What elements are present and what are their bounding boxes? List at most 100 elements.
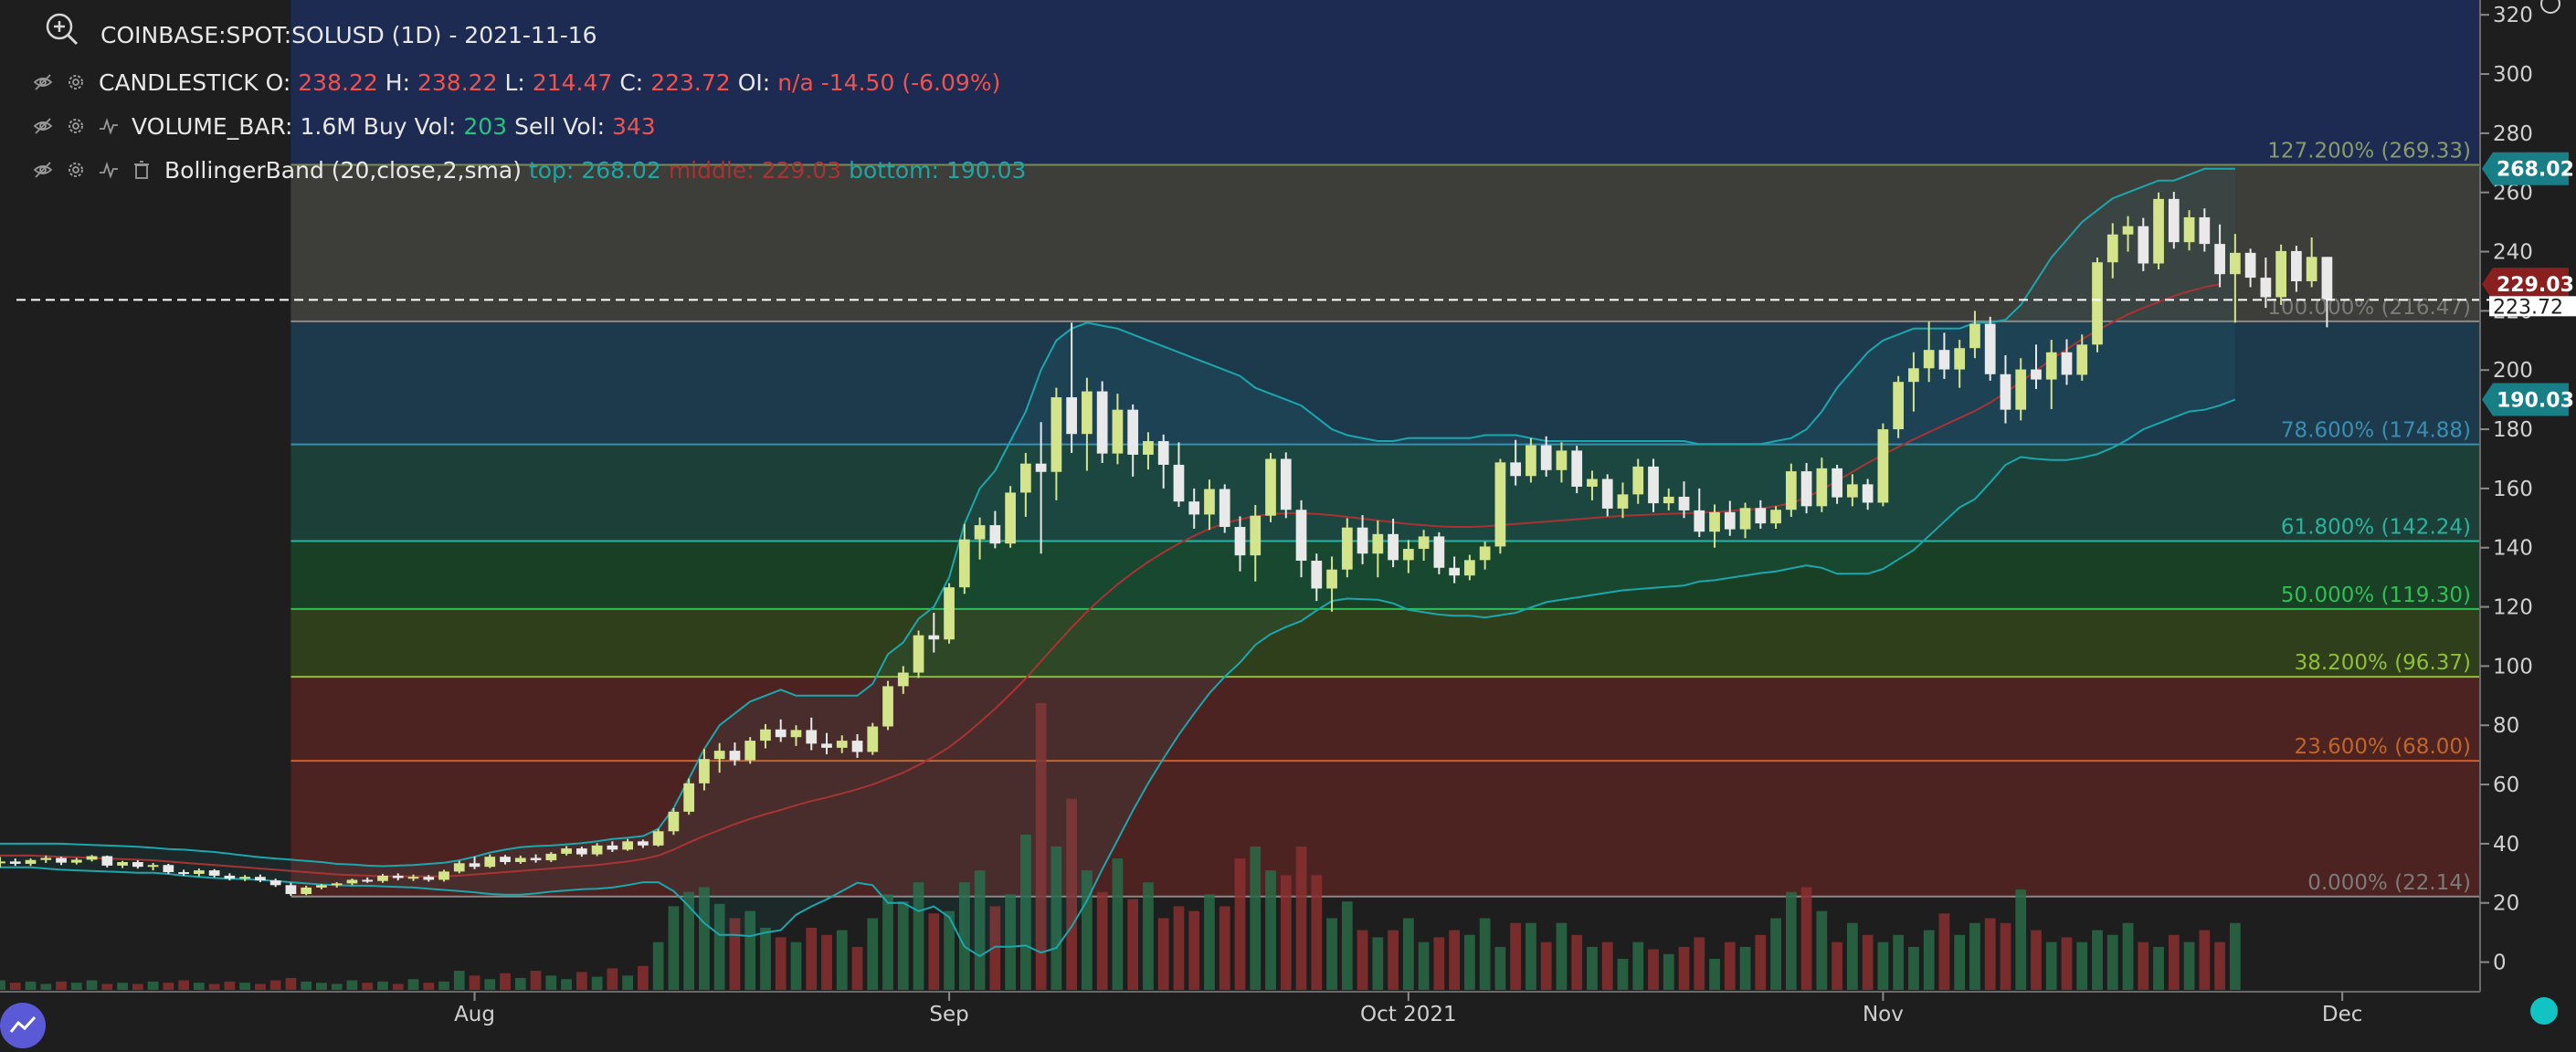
- volume-bar: [423, 983, 435, 990]
- trash-icon[interactable]: [132, 160, 152, 180]
- candle: [2106, 223, 2118, 279]
- candle: [729, 742, 741, 766]
- candle: [1709, 504, 1720, 548]
- candle-body: [392, 875, 404, 878]
- candle-body: [1418, 536, 1430, 550]
- candle: [2168, 192, 2180, 249]
- candle: [2092, 258, 2103, 352]
- candle: [1433, 531, 1445, 574]
- y-tick-label: 320: [2493, 4, 2533, 27]
- candle-body: [2061, 352, 2073, 375]
- candle-body: [1464, 560, 1475, 576]
- settings-gear-icon[interactable]: [2540, 0, 2560, 14]
- zoom-in-icon[interactable]: [44, 11, 80, 47]
- candle: [638, 839, 649, 848]
- candle-body: [2321, 257, 2333, 300]
- candle: [1402, 540, 1414, 573]
- candle: [316, 883, 327, 889]
- price-axis: 0204060801001201401601802002202402602803…: [2480, 4, 2533, 975]
- volume-bar: [790, 942, 802, 990]
- candle-body: [1678, 496, 1690, 510]
- candle-body: [2275, 250, 2286, 298]
- volume-bar: [944, 910, 955, 990]
- fib-zone: [290, 541, 2480, 609]
- candle-body: [1632, 466, 1644, 495]
- symbol-title-row: COINBASE:SPOT:SOLUSD (1D) - 2021-11-16: [100, 16, 605, 53]
- candle-body: [2168, 198, 2180, 243]
- candle: [2214, 224, 2225, 288]
- candle: [1832, 464, 1842, 504]
- volume-bar: [285, 977, 297, 990]
- gear-icon[interactable]: [66, 116, 86, 136]
- high-value: 238.22: [417, 68, 498, 96]
- candle: [2321, 257, 2333, 328]
- volume-bar: [1372, 937, 1384, 990]
- chart-menu-button[interactable]: [0, 1003, 46, 1048]
- candle: [9, 858, 21, 867]
- indicator-wave-icon: [99, 116, 119, 136]
- volume-bar: [851, 946, 863, 990]
- legend-bollinger: BollingerBand (20,close,2,sma) top: 268.…: [33, 152, 1033, 188]
- volume-bar: [1587, 946, 1598, 990]
- volume-bar: [2214, 942, 2225, 990]
- low-label: L:: [504, 68, 525, 96]
- volume-bar: [1648, 949, 1659, 990]
- oi-label: OI:: [737, 68, 771, 96]
- gear-icon[interactable]: [66, 72, 86, 92]
- candle-body: [775, 729, 787, 738]
- visibility-off-icon[interactable]: [33, 72, 53, 92]
- volume-bar: [974, 870, 986, 990]
- gear-icon[interactable]: [66, 160, 86, 180]
- candle-body: [713, 751, 725, 760]
- volume-bar: [117, 983, 128, 990]
- candle: [178, 869, 189, 876]
- fib-zone-top: [290, 0, 2480, 165]
- candle-body: [514, 857, 526, 863]
- fib-zone: [290, 761, 2480, 897]
- candle-body: [1694, 510, 1705, 532]
- status-dot-icon[interactable]: [2530, 997, 2558, 1025]
- volume-bar: [2199, 930, 2211, 990]
- time-axis: Aug Sep Oct 2021 Nov Dec: [454, 992, 2362, 1026]
- candle: [1923, 321, 1935, 383]
- visibility-off-icon[interactable]: [33, 160, 53, 180]
- fib-label: 61.800% (142.24): [2281, 515, 2471, 539]
- candle: [561, 846, 572, 856]
- candle: [1250, 505, 1262, 582]
- candle-body: [1035, 463, 1047, 472]
- volume-bar: [1112, 858, 1124, 990]
- candle: [1066, 322, 1078, 453]
- candle-body: [836, 741, 848, 748]
- volume-bar: [1862, 934, 1874, 990]
- candle-body: [346, 879, 358, 884]
- volume-bar: [101, 984, 113, 990]
- candle: [1357, 515, 1368, 564]
- candle-body: [1571, 450, 1583, 487]
- volume-bar: [178, 980, 189, 990]
- volume-bar: [1755, 934, 1767, 990]
- candle: [1341, 518, 1353, 578]
- candle: [622, 838, 633, 851]
- candle-body: [0, 861, 5, 864]
- volume-bar: [958, 882, 970, 990]
- candle: [1617, 482, 1629, 519]
- volume-bar: [392, 984, 404, 990]
- candle-body: [25, 859, 37, 864]
- volume-bar: [1601, 942, 1613, 990]
- volume-bar: [1173, 906, 1185, 990]
- candle-body: [1020, 463, 1031, 493]
- candle: [699, 749, 710, 791]
- fib-labels: 127.200% (269.33)100.000% (216.47)78.600…: [2267, 139, 2471, 894]
- candle: [1770, 506, 1781, 529]
- candle: [2306, 237, 2317, 288]
- visibility-off-icon[interactable]: [33, 116, 53, 136]
- volume-bar: [1096, 891, 1108, 990]
- candle-body: [944, 587, 955, 640]
- candle: [117, 860, 128, 868]
- legend-candlestick: CANDLESTICK O: 238.22 H: 238.22 L: 214.4…: [33, 64, 1008, 100]
- fib-label: 23.600% (68.00): [2295, 735, 2471, 759]
- volume-bar: [1433, 937, 1445, 990]
- candle-body: [1847, 484, 1858, 498]
- badge-bottom-text: 190.03: [2497, 390, 2574, 413]
